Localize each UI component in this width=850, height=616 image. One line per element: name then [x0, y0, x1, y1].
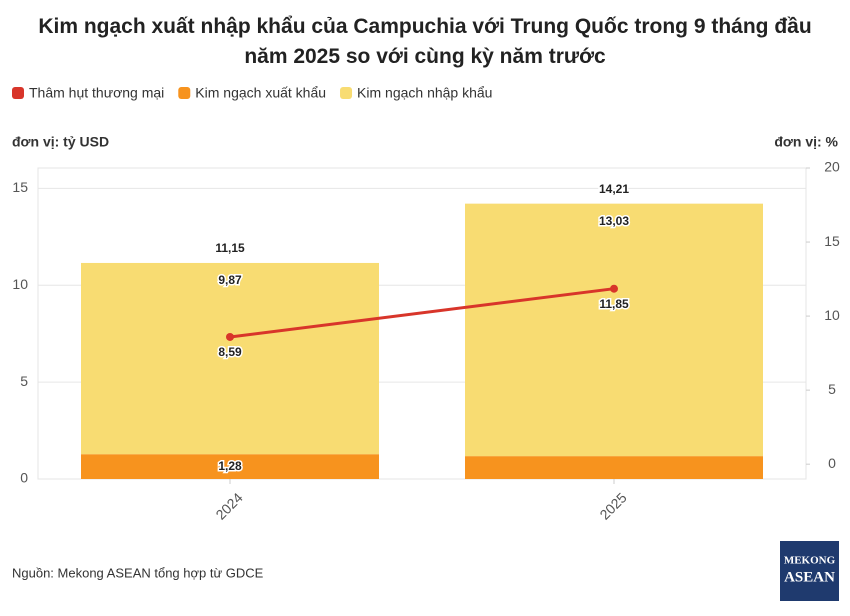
y-tick-label: 10: [12, 276, 28, 292]
legend-swatch: [178, 87, 191, 99]
line: [229, 287, 615, 339]
value-label: 9,87: [218, 273, 242, 287]
y2-tick-label: 10: [824, 307, 840, 323]
bar: [81, 454, 379, 479]
value-label: 13,03: [599, 214, 629, 228]
value-label: 8,59: [218, 345, 242, 359]
logo-top: MEKONG: [784, 555, 836, 567]
y-tick-label: 5: [20, 373, 28, 389]
y2-tick-label: 0: [828, 455, 836, 471]
legend-label: Thâm hụt thương mại: [29, 85, 164, 101]
y-axis-label: đơn vị: tỷ USD: [12, 134, 109, 150]
line-point: [226, 332, 234, 341]
value-label: 1,28: [218, 459, 242, 473]
line-point: [610, 284, 618, 293]
legend-label: Kim ngạch nhập khẩu: [357, 85, 492, 101]
bar: [465, 456, 763, 479]
y-tick-label: 0: [20, 470, 28, 486]
bar: [81, 262, 379, 455]
y2-tick-label: 5: [828, 381, 836, 397]
y2-axis-label: đơn vị: %: [774, 134, 838, 150]
legend-swatch: [12, 87, 24, 99]
x-tick-label: 2025: [596, 489, 629, 522]
legend-swatch: [340, 87, 353, 99]
y2-tick-label: 15: [824, 233, 840, 249]
total-label: 14,21: [599, 182, 629, 196]
legend-label: Kim ngạch xuất khẩu: [195, 85, 326, 101]
y2-tick-label: 20: [824, 159, 840, 175]
x-tick-label: 2024: [212, 489, 245, 522]
source: Nguồn: Mekong ASEAN tổng hợp từ GDCE: [12, 565, 264, 580]
chart-title: Kim ngạch xuất nhập khẩu của Campuchia v…: [38, 15, 811, 68]
logo-box: [780, 541, 839, 601]
logo-bottom: ASEAN: [784, 569, 835, 585]
y-tick-label: 15: [12, 179, 28, 195]
bar: [465, 203, 763, 457]
value-label: 11,85: [599, 297, 629, 311]
total-label: 11,15: [215, 241, 245, 255]
